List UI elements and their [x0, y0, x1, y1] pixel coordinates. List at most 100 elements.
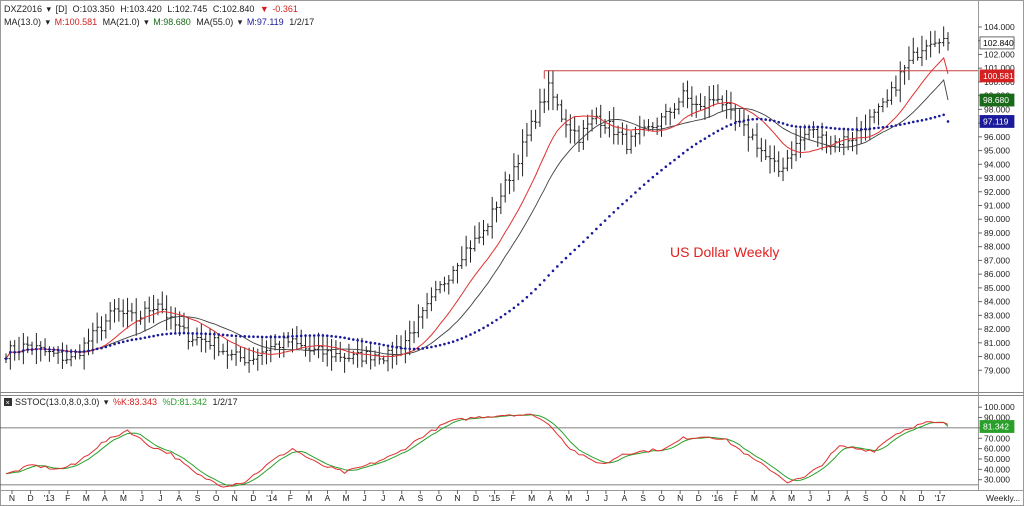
ma55-dot	[178, 331, 181, 335]
ma21-dropdown-icon[interactable]: ▾	[144, 17, 149, 27]
price-bar	[203, 332, 208, 353]
ma-dropdown-icon[interactable]: ▾	[46, 17, 51, 27]
ma55-dropdown-icon[interactable]: ▾	[238, 17, 243, 27]
price-bar	[711, 85, 716, 107]
low-value: L:102.745	[167, 4, 207, 14]
price-bar	[386, 346, 390, 372]
price-bar	[21, 333, 26, 365]
ma55-dot	[503, 312, 507, 316]
ma55-dot	[369, 341, 372, 345]
ma55-dot	[534, 287, 537, 291]
price-bar	[229, 349, 234, 361]
interval-label: [D]	[56, 4, 68, 14]
ma55-dot	[252, 335, 255, 339]
price-bar	[251, 347, 256, 365]
ma55-dot	[469, 333, 472, 336]
price-bar	[334, 340, 338, 362]
ma55-dot	[924, 118, 928, 121]
stoch-close-icon[interactable]	[4, 398, 12, 406]
price-bars	[4, 26, 950, 373]
price-bar	[125, 297, 130, 329]
price-bar	[216, 334, 221, 357]
open-value: O:103.350	[73, 4, 115, 14]
price-bar	[551, 70, 555, 111]
price-bar	[403, 330, 408, 364]
weekly-interval-button[interactable]: Weekly...	[986, 493, 1020, 503]
ma55-dot	[942, 113, 945, 117]
price-bar	[811, 121, 816, 138]
ma55-dot	[291, 334, 294, 338]
stoch-date: 1/2/17	[213, 397, 238, 407]
ma21-line	[5, 79, 949, 359]
price-bar	[772, 145, 777, 173]
price-bar	[134, 298, 139, 336]
ma55-dot	[868, 127, 872, 130]
price-axis-label: 89.000	[984, 228, 1010, 238]
price-bar	[876, 103, 881, 126]
time-axis-label: D	[473, 493, 479, 503]
price-bar	[664, 103, 668, 126]
ma55-dot	[807, 125, 811, 129]
price-bar	[138, 310, 143, 325]
ma55-dot	[608, 214, 611, 218]
ma55-dot	[477, 329, 481, 332]
ma55-dot	[260, 335, 264, 339]
price-bar	[455, 262, 460, 284]
ma-label[interactable]: MA(13.0)	[4, 17, 41, 27]
time-axis-label: J	[363, 493, 367, 503]
time-axis-label: M	[751, 493, 758, 503]
ma55-dot	[139, 337, 142, 340]
ma55-dotted-line	[4, 113, 950, 360]
time-axis-label: J	[808, 493, 812, 503]
ma55-dot	[69, 350, 73, 353]
price-bar	[694, 95, 699, 118]
price-bar	[755, 123, 759, 158]
ma55-dot	[351, 338, 355, 341]
time-axis-label: A	[176, 493, 182, 503]
ma55-dot	[126, 339, 129, 343]
ma55-dot	[664, 165, 668, 168]
ma21-label[interactable]: MA(21.0)	[103, 17, 140, 27]
ma55-dot	[677, 155, 681, 159]
symbol-dropdown-icon[interactable]: ▾	[47, 4, 52, 14]
ma55-dot	[898, 123, 902, 126]
price-axis-label: 104.000	[984, 22, 1015, 32]
ma55-dot	[460, 337, 464, 340]
price-axis-label: 87.000	[984, 255, 1010, 265]
price-bar	[564, 109, 568, 138]
price-bar	[60, 342, 65, 369]
price-bar	[112, 299, 117, 323]
price-bar	[12, 340, 17, 361]
ma55-label[interactable]: MA(55.0)	[196, 17, 233, 27]
ma55-dot	[191, 332, 194, 335]
price-bar	[17, 336, 21, 361]
ma55-dot	[660, 168, 663, 172]
ma55-dot	[894, 124, 898, 127]
price-bar	[842, 128, 846, 156]
ma55-dot	[816, 125, 820, 129]
symbol-label[interactable]: DXZ2016	[4, 4, 42, 14]
price-bar	[164, 295, 169, 331]
stoch-dropdown-icon[interactable]: ▾	[104, 397, 109, 407]
time-axis-label: O	[881, 493, 888, 503]
price-bar	[221, 343, 225, 355]
ma55-dot	[256, 335, 260, 339]
price-bar	[199, 323, 204, 353]
ma55-dot	[334, 335, 338, 338]
stoch-label[interactable]: SSTOC(13.0,8.0,3.0)	[15, 397, 99, 407]
price-bar	[781, 157, 785, 182]
ma55-dot	[612, 210, 616, 214]
ma55-dot	[365, 340, 368, 344]
price-bar	[559, 99, 564, 123]
ma55-dot	[673, 158, 676, 162]
ma13-value: M:100.581	[55, 17, 98, 27]
ma55-dot	[35, 347, 38, 351]
stoch-axis-label: 40.000	[984, 464, 1010, 474]
ma55-dot	[668, 162, 672, 165]
stoch-close-glyph: ×	[6, 400, 10, 407]
price-bar	[659, 112, 664, 137]
price-bar	[603, 119, 607, 134]
price-bar	[802, 124, 807, 151]
